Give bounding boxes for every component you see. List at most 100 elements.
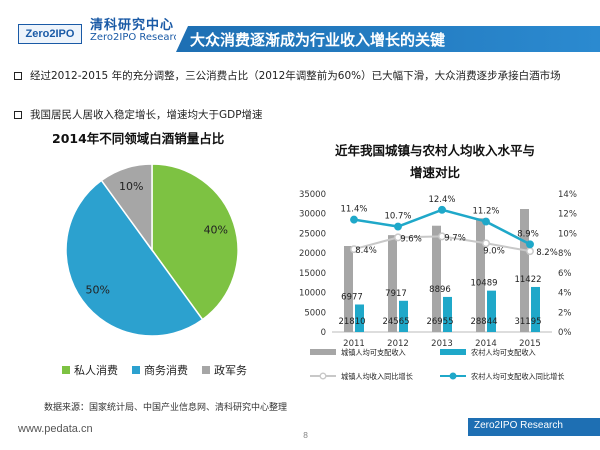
rural-growth-point	[438, 205, 446, 214]
bar-rural-income	[399, 300, 408, 332]
bar-label-rural: 11422	[514, 275, 541, 285]
footer-bar	[468, 418, 600, 436]
title-bar	[176, 26, 600, 52]
square-bullet-icon	[14, 72, 22, 80]
rural-growth-label: 11.4%	[340, 205, 367, 215]
y2-tick-label: 0%	[558, 328, 572, 338]
y2-tick-label: 14%	[558, 190, 577, 200]
legend-label: 农村人均可支配收入	[471, 348, 536, 357]
legend-label: 农村人均可支配收入同比增长	[471, 372, 564, 381]
bar-urban-income	[476, 218, 485, 332]
bar-rural-income	[531, 286, 540, 332]
footer-brand: Zero2IPO Research	[474, 420, 563, 431]
legend-swatch	[440, 349, 466, 355]
bar-label-rural: 6977	[341, 292, 363, 302]
header: Zero2IPO 清科研究中心 Zero2IPO Research 大众消费逐渐…	[0, 0, 600, 52]
square-bullet-icon	[14, 111, 22, 119]
urban-growth-label: 9.7%	[444, 233, 466, 243]
legend-label: 政军务	[214, 364, 247, 377]
y-tick-label: 35000	[299, 190, 326, 200]
rural-growth-label: 12.4%	[428, 195, 455, 205]
y-tick-label: 15000	[299, 269, 326, 279]
urban-growth-label: 9.0%	[483, 246, 505, 256]
legend-swatch	[202, 366, 210, 374]
bullet-text-2: 我国居民人居收入稳定增长，增速均大于GDP增速	[30, 109, 263, 121]
bar-label-urban: 24565	[382, 317, 409, 327]
pie-chart-title: 2014年不同领域白酒销量占比	[52, 131, 225, 146]
y2-tick-label: 8%	[558, 249, 572, 259]
bar-label-urban: 26955	[426, 317, 453, 327]
brand-name-en: Zero2IPO Research	[90, 32, 186, 43]
legend-marker	[319, 372, 327, 380]
y-tick-label: 5000	[304, 308, 326, 318]
combo-chart-title: 近年我国城镇与农村人均收入水平与 增速对比	[300, 140, 570, 184]
y-tick-label: 30000	[299, 210, 326, 220]
pie-slice-1	[65, 179, 204, 337]
urban-growth-label: 9.6%	[400, 234, 422, 244]
pie-slice-label-2: 10%	[119, 180, 143, 193]
y2-tick-label: 12%	[558, 210, 577, 220]
bar-label-rural: 8896	[429, 285, 451, 295]
y2-tick-label: 10%	[558, 229, 577, 239]
y2-tick-label: 2%	[558, 308, 572, 318]
combo-chart-title-line-1: 近年我国城镇与农村人均收入水平与	[334, 143, 535, 158]
bullet-point-1: 经过2012-2015 年的充分调整，三公消费占比（2012年调整前为60%）已…	[14, 68, 570, 85]
page-title: 大众消费逐渐成为行业收入增长的关键	[190, 31, 446, 49]
y2-tick-label: 6%	[558, 269, 572, 279]
website-link[interactable]: www.pedata.cn	[18, 423, 93, 435]
legend-label: 商务消费	[144, 364, 188, 377]
urban-growth-point	[526, 247, 534, 256]
bar-urban-income	[520, 209, 529, 332]
data-source-note: 数据来源：国家统计局、中国产业信息网、清科研究中心整理	[44, 403, 288, 413]
rural-growth-label: 8.9%	[517, 229, 539, 239]
bar-label-urban: 28844	[470, 317, 497, 327]
legend-swatch	[62, 366, 70, 374]
bar-urban-income	[344, 246, 353, 332]
page-number: 8	[303, 431, 309, 440]
rural-growth-point	[482, 217, 490, 226]
income-combo-chart: 0 5000 10000 15000 20000 25000 30000 35000 0% 2% 4…	[299, 190, 577, 381]
x-tick-label: 2015	[519, 339, 541, 349]
legend-label: 城镇人均可支配收入	[341, 348, 406, 357]
rural-growth-point	[350, 215, 358, 224]
urban-growth-point	[394, 233, 402, 242]
brand-name-cn: 清科研究中心	[90, 18, 175, 33]
urban-growth-point	[350, 245, 358, 254]
x-tick-label: 2011	[343, 339, 365, 349]
legend-label: 城镇人均收入同比增长	[341, 372, 413, 381]
rural-growth-label: 11.2%	[472, 207, 499, 217]
pie-legend-item-0: 私人消费	[62, 362, 118, 378]
urban-growth-point	[482, 239, 490, 248]
pie-legend-item-1: 商务消费	[132, 362, 188, 378]
combo-chart-title-line-2: 增速对比	[409, 165, 460, 180]
bar-label-urban: 31195	[514, 317, 541, 327]
pie-legend-item-2: 政军务	[202, 362, 247, 378]
pie-slice-0	[151, 163, 239, 321]
y-tick-label: 10000	[299, 289, 326, 299]
y-tick-label: 20000	[299, 249, 326, 259]
x-tick-label: 2014	[475, 339, 497, 349]
bar-rural-income	[443, 296, 452, 332]
pie-slice-label-1: 50%	[86, 283, 110, 296]
legend-swatch	[310, 349, 336, 355]
bar-rural-income	[355, 304, 364, 332]
bullet-point-2: 我国居民人居收入稳定增长，增速均大于GDP增速	[14, 107, 263, 124]
zero2ipo-logo: Zero2IPO	[18, 24, 82, 44]
x-tick-label: 2012	[387, 339, 409, 349]
rural-growth-label: 10.7%	[384, 212, 411, 222]
y-tick-label: 25000	[299, 229, 326, 239]
urban-growth-label: 8.4%	[355, 246, 377, 256]
rural-growth-point	[394, 222, 402, 231]
bar-label-rural: 7917	[385, 289, 407, 299]
legend-label: 私人消费	[74, 364, 118, 377]
urban-growth-point	[438, 232, 446, 241]
rural-growth-point	[526, 240, 534, 249]
y2-tick-label: 4%	[558, 289, 572, 299]
legend-marker	[449, 372, 457, 380]
bar-label-rural: 10489	[470, 279, 497, 289]
y-tick-label: 0	[321, 328, 326, 338]
bullet-text-1: 经过2012-2015 年的充分调整，三公消费占比（2012年调整前为60%）已…	[30, 70, 561, 82]
urban-growth-label: 8.2%	[536, 248, 558, 258]
pie-slice-2	[100, 163, 153, 253]
bar-label-urban: 21810	[338, 317, 365, 327]
